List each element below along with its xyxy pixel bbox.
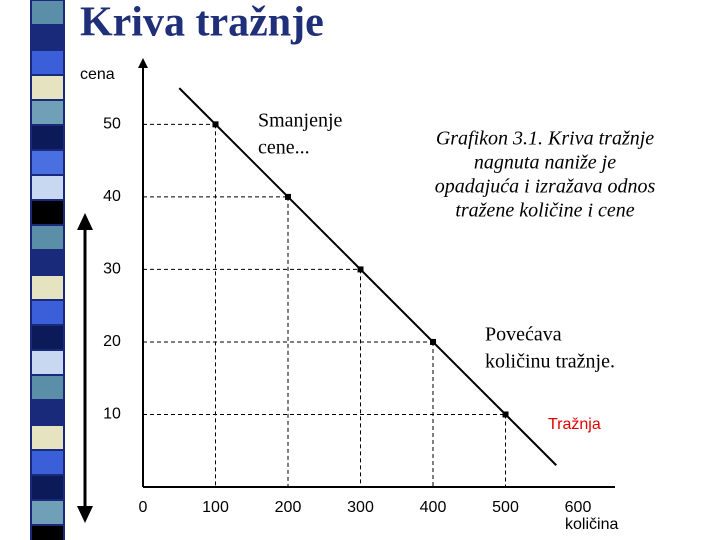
deco-square xyxy=(32,1,63,24)
annotation: cene... xyxy=(258,137,310,159)
annotation: količinu tražnje. xyxy=(485,351,615,373)
x-tick-label: 300 xyxy=(347,499,374,516)
deco-square xyxy=(32,251,63,274)
y-axis-arrow xyxy=(138,58,148,68)
deco-square xyxy=(32,476,63,499)
annotation: Grafikon 3.1. Kriva tražnje xyxy=(436,128,654,150)
x-tick-label: 600 xyxy=(565,499,592,516)
x-tick-label: 400 xyxy=(420,499,447,516)
annotation: Povećava xyxy=(485,324,562,346)
x-tick-label: 500 xyxy=(492,499,519,516)
deco-square xyxy=(32,276,63,299)
deco-square xyxy=(32,226,63,249)
deco-square xyxy=(32,426,63,449)
deco-square xyxy=(32,326,63,349)
x-tick-label: 100 xyxy=(202,499,229,516)
arrow-head xyxy=(77,506,93,523)
y-axis-label: cena xyxy=(80,66,115,83)
y-tick-label: 30 xyxy=(103,261,121,278)
annotation: opadajuća i izražava odnos xyxy=(435,176,656,198)
arrow-head xyxy=(77,213,93,230)
slide-title: Kriva tražnje xyxy=(80,0,324,46)
deco-square xyxy=(32,501,63,524)
annotation: Smanjenje xyxy=(258,110,343,132)
deco-square xyxy=(32,101,63,124)
deco-square xyxy=(32,151,63,174)
x-tick-label: 0 xyxy=(139,499,148,516)
y-tick-label: 20 xyxy=(103,333,121,350)
deco-square xyxy=(32,76,63,99)
side-decoration xyxy=(30,0,65,540)
deco-square xyxy=(32,351,63,374)
x-tick-label: 200 xyxy=(275,499,302,516)
deco-square xyxy=(32,51,63,74)
annotation: tražene količine i cene xyxy=(455,200,634,222)
deco-square xyxy=(32,401,63,424)
deco-square xyxy=(32,176,63,199)
annotation: nagnuta naniže je xyxy=(474,152,616,174)
demand-curve xyxy=(178,87,557,466)
deco-square xyxy=(32,26,63,49)
x-axis-label: količina xyxy=(565,516,618,533)
series-label: Tražnja xyxy=(548,416,601,433)
y-tick-label: 40 xyxy=(103,188,121,205)
deco-square xyxy=(32,126,63,149)
y-tick-label: 10 xyxy=(103,406,121,423)
deco-square xyxy=(32,201,63,224)
deco-square xyxy=(32,376,63,399)
deco-square xyxy=(32,451,63,474)
deco-square xyxy=(32,301,63,324)
deco-square xyxy=(32,526,63,540)
double-arrow xyxy=(77,213,93,523)
y-tick-label: 50 xyxy=(103,116,121,133)
